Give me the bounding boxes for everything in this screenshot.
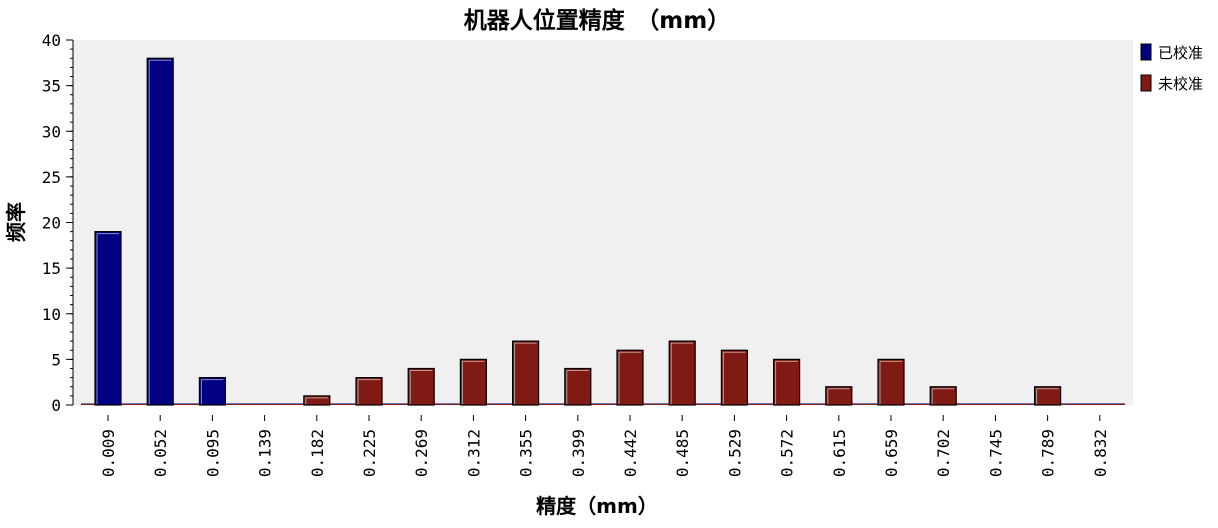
x-tick-label: 0.832	[1091, 429, 1110, 477]
chart-title: 机器人位置精度 （mm）	[464, 7, 730, 34]
y-tick-label: 0	[51, 396, 61, 415]
legend-item: 已校准	[1141, 44, 1203, 62]
y-axis-title: 频率	[4, 202, 28, 242]
x-tick-label: 0.182	[308, 429, 327, 477]
y-tick-label: 10	[42, 305, 61, 324]
x-tick-label: 0.702	[934, 429, 953, 477]
bar	[304, 396, 330, 405]
x-tick-label: 0.659	[882, 429, 901, 477]
bar	[930, 387, 956, 405]
bar	[199, 378, 225, 405]
bar	[147, 58, 173, 405]
bar	[356, 378, 382, 405]
bar	[878, 359, 904, 405]
bar	[721, 350, 747, 405]
legend-item: 未校准	[1141, 75, 1203, 93]
y-tick-label: 35	[42, 77, 61, 96]
bar	[565, 369, 591, 406]
x-tick-label: 0.615	[830, 429, 849, 477]
x-tick-label: 0.529	[725, 429, 744, 477]
bar	[95, 232, 121, 405]
bar	[1035, 387, 1061, 405]
x-tick-label: 0.789	[1039, 429, 1058, 477]
x-tick-label: 0.399	[569, 429, 588, 477]
x-tick-label: 0.355	[517, 429, 536, 477]
bar	[669, 341, 695, 405]
x-tick-label: 0.269	[412, 429, 431, 477]
x-tick-label: 0.139	[256, 429, 275, 477]
bar	[460, 359, 486, 405]
legend-swatch	[1141, 75, 1151, 91]
y-tick-label: 30	[42, 122, 61, 141]
x-tick-label: 0.442	[621, 429, 640, 477]
bar	[617, 350, 643, 405]
y-tick-label: 5	[51, 350, 61, 369]
x-axis-title: 精度（mm）	[536, 494, 658, 518]
bar	[408, 369, 434, 406]
x-tick-label: 0.745	[986, 429, 1005, 477]
y-tick-label: 20	[42, 214, 61, 233]
x-tick-label: 0.009	[99, 429, 118, 477]
x-tick-label: 0.095	[203, 429, 222, 477]
bar	[774, 359, 800, 405]
legend-label: 已校准	[1158, 44, 1203, 62]
bar	[513, 341, 539, 405]
x-tick-label: 0.312	[464, 429, 483, 477]
plot-area	[73, 40, 1133, 405]
x-tick-label: 0.225	[360, 429, 379, 477]
legend-label: 未校准	[1158, 75, 1203, 93]
y-tick-label: 40	[42, 31, 61, 50]
x-tick-label: 0.052	[151, 429, 170, 477]
legend-swatch	[1141, 44, 1151, 60]
y-tick-label: 15	[42, 259, 61, 278]
y-tick-label: 25	[42, 168, 61, 187]
x-tick-label: 0.485	[673, 429, 692, 477]
x-tick-label: 0.572	[778, 429, 797, 477]
bar	[826, 387, 852, 405]
